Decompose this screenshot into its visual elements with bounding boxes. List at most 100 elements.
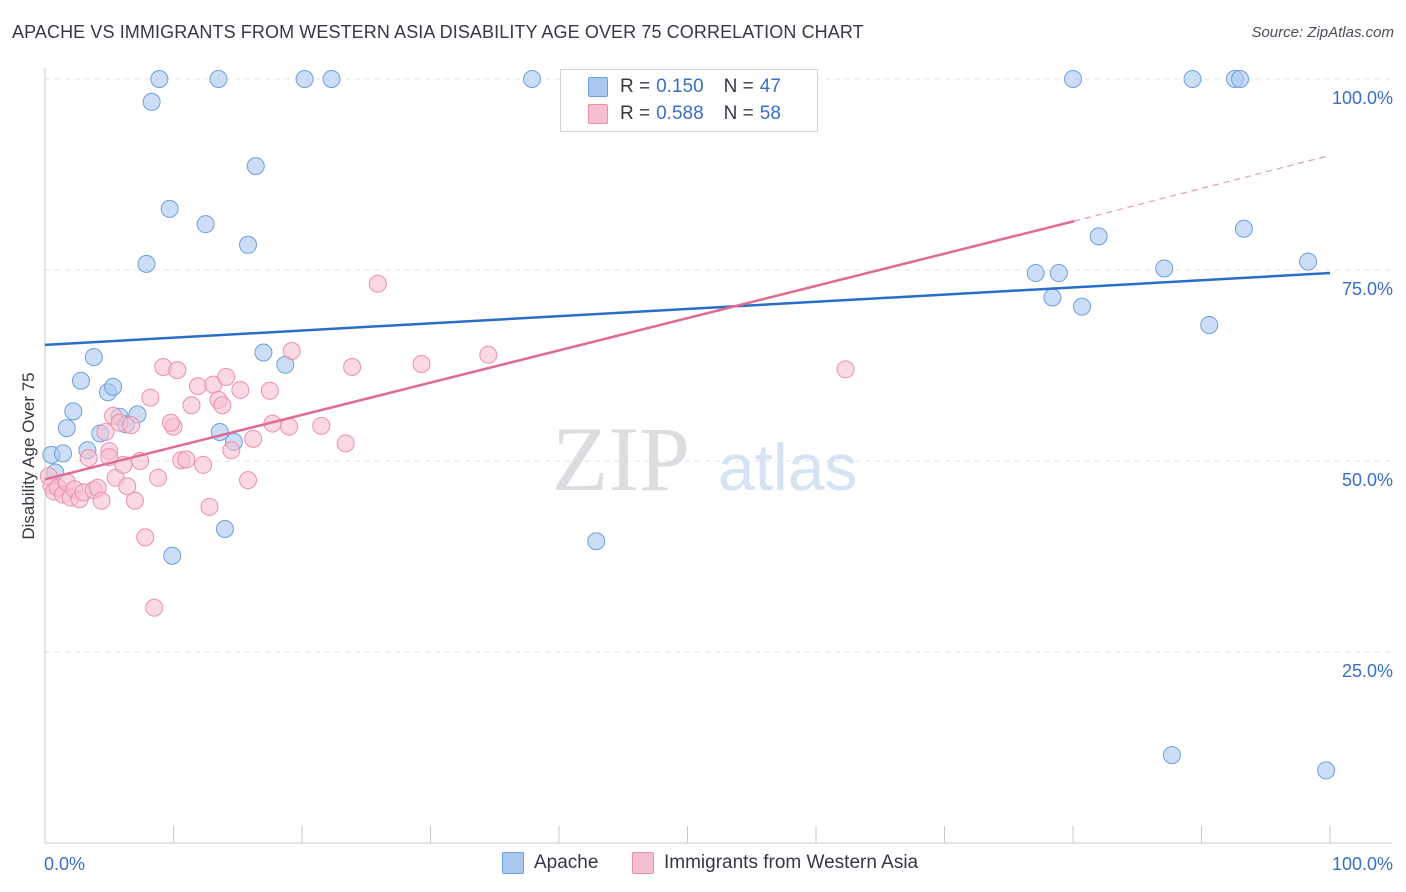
apache-point [160, 199, 179, 218]
source-credit: Source: ZipAtlas.com [1251, 24, 1394, 41]
apache-point [57, 419, 76, 438]
immigrants-point [182, 396, 201, 415]
apache-point [1089, 227, 1108, 246]
immigrants-point [149, 468, 168, 487]
immigrants-point [96, 422, 115, 441]
apache-point [137, 254, 156, 273]
y-tick-label: 25.0% [1342, 661, 1393, 681]
y-axis-title: Disability Age Over 75 [19, 372, 38, 539]
apache-point [1064, 70, 1082, 88]
apache-point [322, 70, 341, 88]
immigrants-point [213, 396, 232, 415]
apache-point [1234, 219, 1253, 238]
y-tick-label: 75.0% [1342, 279, 1393, 299]
immigrants-point [161, 413, 180, 432]
apache-point [1162, 746, 1181, 765]
apache-point [1026, 264, 1045, 283]
immigrants-point [118, 477, 137, 496]
immigrants-point [836, 360, 855, 379]
immigrants-point [200, 497, 219, 516]
apache-point [254, 343, 273, 362]
legend-item-immigrants[interactable]: Immigrants from Western Asia [632, 852, 918, 874]
legend-item-apache[interactable]: Apache [502, 852, 598, 874]
immigrants-point [168, 361, 187, 380]
apache-point [1072, 297, 1091, 316]
immigrants-point [122, 416, 141, 435]
immigrants-point [79, 448, 98, 467]
apache-legend-swatch [502, 852, 524, 874]
immigrants-trend-line [44, 219, 1075, 481]
apache-point [1049, 264, 1068, 283]
n-label: N = [723, 103, 754, 124]
apache-point [239, 235, 258, 254]
immigrants-point [136, 528, 155, 547]
apache-point [246, 157, 265, 176]
immigrants-point [188, 377, 207, 396]
apache-point [104, 377, 123, 396]
apache-point [196, 215, 215, 234]
points-layer [39, 70, 1336, 780]
apache-point [53, 444, 72, 463]
y-tick-label: 100.0% [1332, 88, 1393, 108]
immigrants-point [145, 598, 164, 617]
apache-point [84, 348, 103, 367]
apache-point [1183, 70, 1202, 88]
immigrants-point [222, 441, 241, 460]
y-tick-label: 50.0% [1342, 470, 1393, 490]
immigrants-point [244, 429, 263, 448]
apache-point [64, 402, 83, 421]
apache-point [587, 532, 606, 551]
r-value: 0.150 [656, 76, 704, 97]
apache-trend-line [44, 271, 1331, 347]
r-label: R = [620, 103, 651, 124]
n-value: 47 [759, 76, 781, 97]
r-label: R = [620, 76, 651, 97]
immigrants-point [141, 388, 160, 407]
chart-title: APACHE VS IMMIGRANTS FROM WESTERN ASIA D… [12, 22, 864, 42]
stats-row-immigrants: R = 0.588 N = 58 [561, 101, 781, 127]
immigrants-swatch [588, 104, 608, 124]
axis-layer: 25.0% 50.0% 75.0% 100.0% 0.0% 100.0% [44, 68, 1393, 874]
watermark-atlas: atlas [718, 430, 857, 504]
immigrants-legend-swatch [632, 852, 654, 874]
apache-point [523, 70, 542, 88]
immigrants-point [92, 491, 111, 510]
apache-point [1317, 761, 1336, 780]
apache-point [1231, 70, 1250, 88]
immigrants-point [231, 380, 250, 399]
immigrants-point [260, 381, 279, 400]
apache-point [163, 546, 182, 565]
n-value: 58 [759, 103, 781, 124]
immigrants-point [217, 367, 236, 386]
n-label: N = [723, 76, 754, 97]
immigrants-point [412, 354, 431, 373]
immigrants-point [479, 345, 498, 364]
stats-legend: R = 0.150 N = 47 R = 0.588 N = 58 [560, 69, 818, 132]
apache-point [1200, 316, 1219, 335]
stats-row-apache: R = 0.150 N = 47 [561, 74, 781, 100]
legend-label-immigrants: Immigrants from Western Asia [664, 852, 919, 873]
immigrants-point [336, 434, 355, 453]
series-legend: Apache Immigrants from Western Asia [0, 852, 1406, 878]
immigrants-trend-extension [1074, 154, 1331, 222]
apache-point [71, 371, 90, 390]
trend-layer [44, 154, 1331, 481]
apache-point [215, 519, 234, 538]
apache-point [1043, 288, 1062, 307]
apache-point [1299, 252, 1318, 271]
immigrants-point [125, 491, 144, 510]
immigrants-point [368, 274, 387, 293]
x-tick-label: 0.0% [44, 854, 85, 874]
immigrants-point [312, 416, 331, 435]
r-value: 0.588 [656, 103, 704, 124]
apache-point [142, 92, 161, 111]
immigrants-point [239, 471, 258, 490]
watermark: ZIP atlas [552, 408, 857, 510]
immigrants-point [282, 341, 301, 360]
legend-label-apache: Apache [534, 852, 599, 873]
apache-point [1155, 259, 1174, 278]
apache-point [209, 70, 228, 88]
apache-swatch [588, 77, 608, 97]
apache-point [150, 70, 169, 88]
